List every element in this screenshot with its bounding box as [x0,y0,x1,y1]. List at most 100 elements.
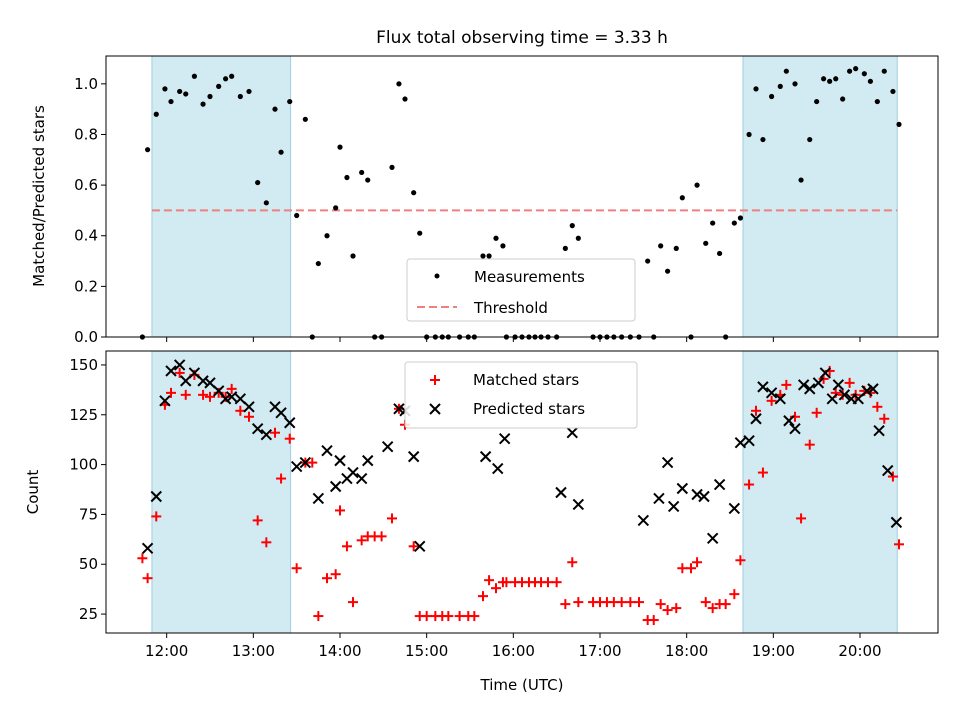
matched-stars-point [543,577,553,588]
predicted-stars-point [873,425,885,437]
measurement-point [302,116,308,122]
predicted-stars-point [555,486,567,499]
legend-predicted-marker [429,403,441,415]
matched-stars-point [686,563,696,574]
measurement-point [480,253,486,259]
matched-stars-point [252,515,263,526]
measurement-point [673,245,679,251]
measurement-point [881,68,887,74]
y-tick-label: 0.0 [74,328,98,346]
predicted-stars-point [381,440,394,453]
measurement-point [853,66,859,72]
matched-stars-point [356,535,367,546]
predicted-stars-point [498,432,511,445]
measurement-point [679,195,685,201]
matched-stars-point [766,395,777,406]
top-chart-title: Flux total observing time = 3.33 h [376,28,668,48]
predicted-stars-point [838,389,851,401]
predicted-stars-point [637,514,650,527]
top-y-ticks: 0.0 0.2 0.4 0.6 0.8 1.0 [74,75,106,346]
predicted-stars-point [743,434,755,447]
matched-stars-point [341,541,352,552]
predicted-stars-point [676,482,689,495]
measurement-point [717,250,723,257]
matched-stars-point [166,387,176,398]
measurement-point [861,71,867,77]
measurement-point [827,78,833,84]
matched-stars-point [616,597,627,608]
measurement-point [153,111,159,117]
predicted-stars-point [173,359,186,371]
predicted-stars-point [774,393,786,405]
predicted-stars-point [197,375,209,387]
y-tick-label: 50 [79,555,98,573]
measurement-point [223,76,229,82]
top-shaded-regions [151,55,898,338]
legend-matched-marker [430,375,440,385]
legend-matched-label: Matched stars [473,371,579,389]
measurement-point [840,96,846,102]
matched-stars-point [744,479,755,490]
predicted-stars-point [334,454,346,467]
predicted-stars-point [572,498,585,511]
predicted-stars-point [566,427,578,439]
measurement-point [783,68,789,74]
count-points [137,359,904,626]
x-tick-label: 20:00 [838,642,881,660]
x-axis-label: Time (UTC) [480,676,564,694]
matched-stars-point [198,389,209,400]
y-tick-label: 0.6 [74,176,98,194]
matched-stars-point [655,599,666,610]
x-tick-label: 19:00 [752,642,795,660]
measurement-point [833,76,839,82]
bottom-legend-box [404,361,638,429]
bottom-panel: 25 50 75 100 125 150 12:00 13:00 14:00 15:00 16:0… [24,350,939,694]
measurement-point [760,136,766,143]
measurement-point [145,147,151,153]
matched-stars-point [551,577,562,588]
top-panel: Flux total observing time = 3.33 h 0.0 0.… [30,28,939,346]
measurement-point [769,93,775,100]
measurement-point [287,98,293,105]
matched-stars-point [501,577,512,588]
x-tick-label: 16:00 [492,642,535,660]
measurement-point [333,205,339,211]
predicted-stars-point [150,490,162,503]
measurement-point [731,220,737,226]
matched-stars-point [484,575,495,586]
matched-stars-point [284,433,295,444]
shaded-region-top-1 [742,55,898,338]
measurement-point [216,83,222,89]
y-tick-label: 75 [79,505,98,523]
predicted-stars-point [479,450,492,463]
measurement-point [168,98,174,105]
measurement-point [337,144,343,150]
y-tick-label: 0.8 [74,125,98,143]
measurement-point [847,68,853,74]
measurement-point [737,215,744,221]
matched-stars-point [671,603,682,614]
predicted-stars-point [765,387,778,399]
matched-stars-point [376,531,387,542]
predicted-stars-point [290,460,303,473]
predicted-stars-point [275,407,287,419]
predicted-stars-point [826,393,838,405]
legend-measurements-marker [434,273,440,279]
predicted-stars-point [243,401,255,413]
measurement-point [359,169,365,176]
matched-stars-point [270,427,280,438]
y-tick-label: 125 [69,406,98,424]
matched-stars-point [226,383,237,394]
predicted-stars-point [819,367,832,379]
predicted-stars-point [728,502,741,515]
measurement-point [575,235,581,241]
predicted-stars-point [260,428,273,441]
bottom-y-ticks: 25 50 75 100 125 150 [69,356,106,623]
measurement-point [694,182,700,188]
predicted-stars-point [225,391,238,403]
y-tick-label: 0.4 [74,227,98,245]
matched-stars-point [844,377,855,388]
predicted-stars-point [797,379,810,391]
predicted-stars-point [321,444,333,457]
matched-stars-point [720,599,731,610]
